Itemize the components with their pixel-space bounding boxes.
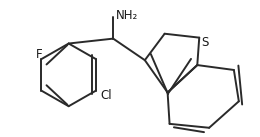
Text: S: S — [201, 36, 209, 49]
Text: F: F — [36, 48, 43, 61]
Text: NH₂: NH₂ — [116, 9, 138, 22]
Text: Cl: Cl — [100, 89, 112, 102]
